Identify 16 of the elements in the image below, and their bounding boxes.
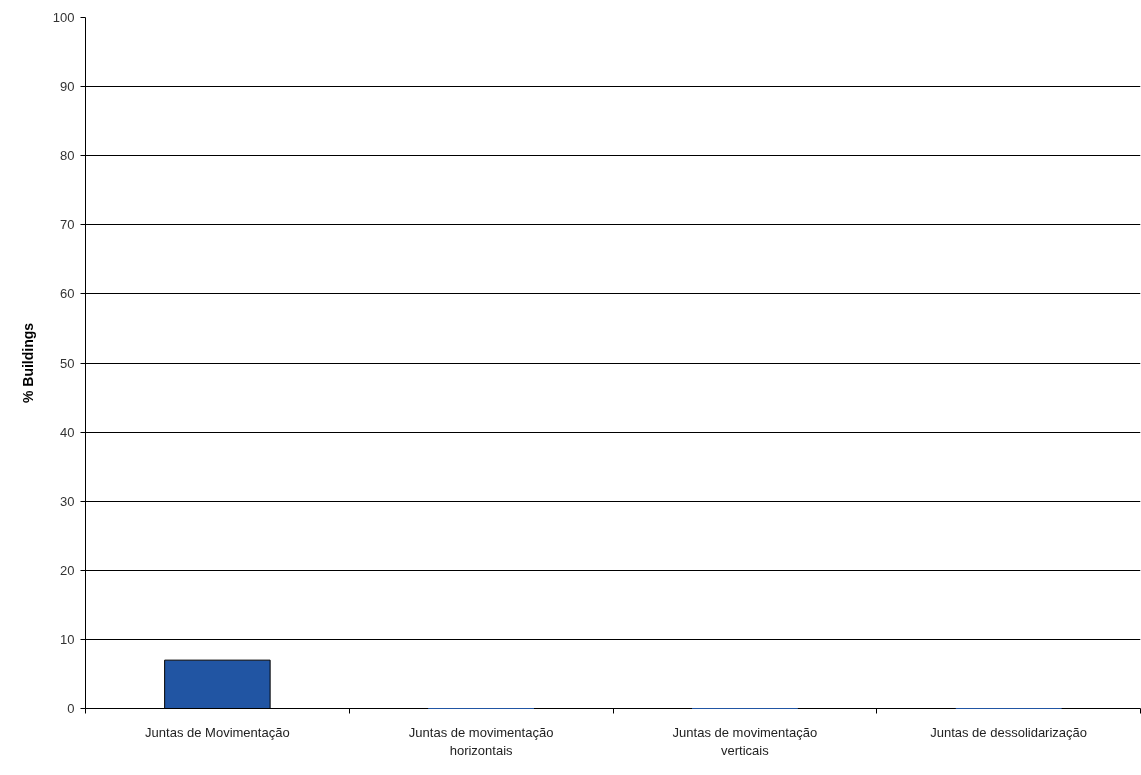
- y-tick-label: 60: [60, 286, 75, 302]
- y-tick-label: 80: [60, 148, 75, 164]
- y-tick-label: 30: [60, 493, 75, 509]
- y-tick-label: 100: [52, 10, 75, 25]
- y-axis-title: % Buildings: [19, 322, 36, 404]
- x-tick-label: Juntas de movimentação horizontais: [408, 724, 554, 758]
- y-tick-label: 90: [60, 79, 75, 95]
- x-tick-label: Juntas de movimentação verticais: [672, 724, 818, 758]
- y-tick-label: 70: [60, 217, 75, 233]
- y-tick-label: 0: [67, 701, 75, 716]
- x-tick-label: Juntas de dessolidarização: [930, 724, 1088, 740]
- y-tick-label: 10: [60, 631, 75, 647]
- y-tick-label: 20: [60, 562, 75, 578]
- x-tick-label: Juntas de Movimentação: [145, 724, 290, 740]
- y-tick-label: 40: [60, 424, 75, 440]
- y-tick-label: 50: [60, 355, 75, 371]
